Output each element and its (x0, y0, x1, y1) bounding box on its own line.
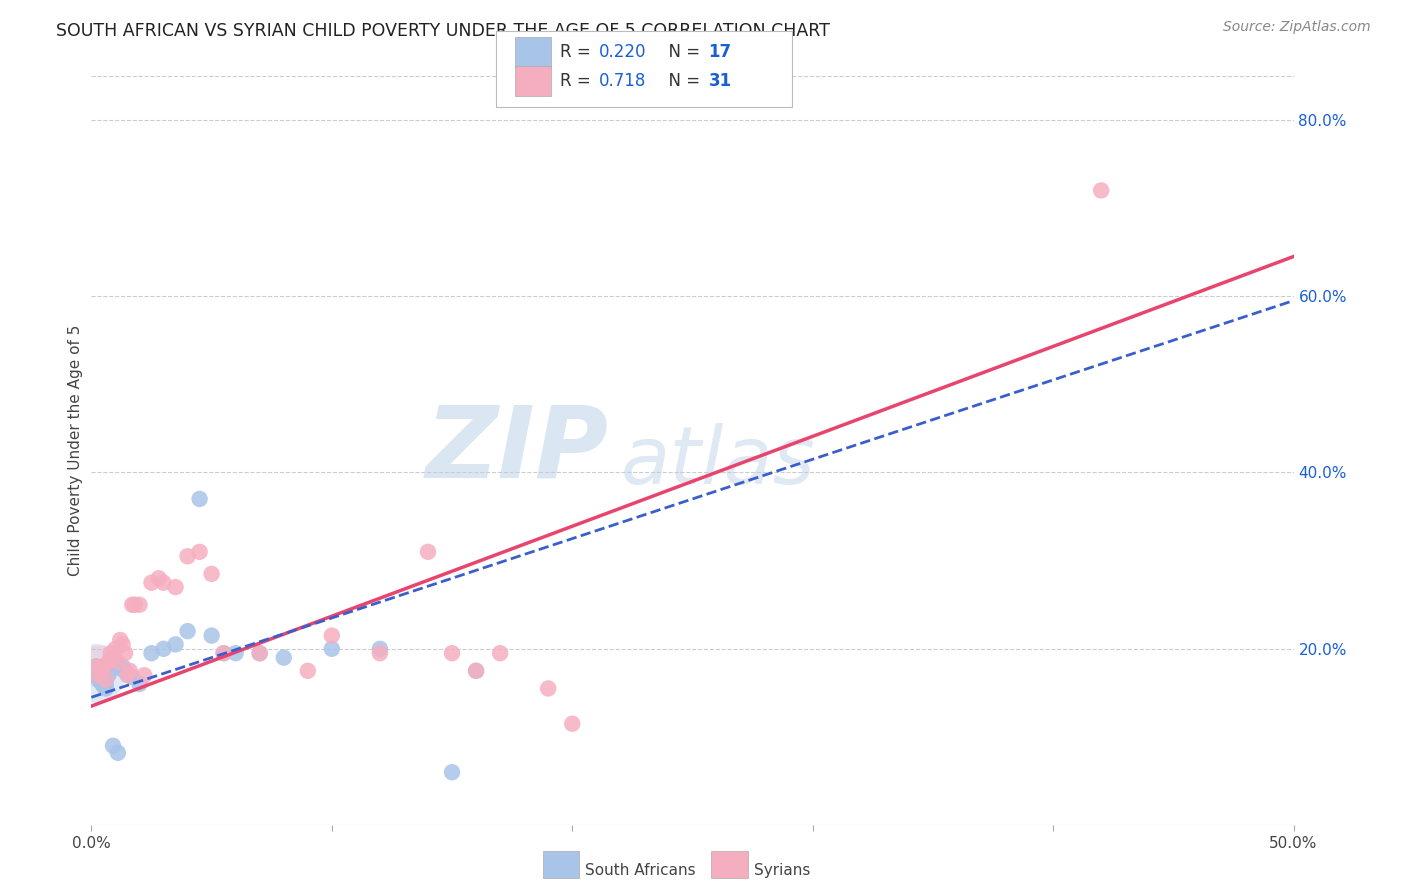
Point (111, 659, 134, 673)
Text: 17: 17 (709, 43, 731, 61)
Point (141, 575, 163, 590)
Point (100, 646, 122, 660)
Point (368, 641, 391, 656)
Point (83, 664, 105, 678)
Point (124, 598, 146, 612)
Text: 0.718: 0.718 (599, 72, 647, 90)
Point (152, 641, 174, 656)
Point (141, 646, 163, 660)
Text: R =: R = (560, 72, 596, 90)
Point (100, 655, 122, 669)
Point (321, 629, 343, 643)
Point (1090, 183, 1112, 197)
Point (440, 646, 463, 660)
Point (90, 664, 112, 678)
Point (110, 632, 132, 647)
Point (152, 575, 174, 590)
Point (176, 549, 198, 564)
Point (114, 646, 136, 660)
Point (84, 659, 107, 673)
Y-axis label: Child Poverty Under the Age of 5: Child Poverty Under the Age of 5 (67, 325, 83, 576)
Point (101, 650, 124, 665)
Text: SOUTH AFRICAN VS SYRIAN CHILD POVERTY UNDER THE AGE OF 5 CORRELATION CHART: SOUTH AFRICAN VS SYRIAN CHILD POVERTY UN… (56, 22, 830, 40)
Point (114, 664, 136, 678)
Point (93, 679, 115, 693)
Point (94, 673, 117, 687)
Point (110, 661, 132, 675)
Point (104, 655, 127, 669)
Point (225, 646, 247, 660)
Point (107, 655, 129, 669)
Point (97, 668, 120, 682)
Point (273, 650, 295, 665)
Point (128, 677, 150, 691)
Text: ZIP: ZIP (425, 402, 609, 499)
Point (117, 668, 139, 682)
Point (90, 670, 112, 684)
Point (87, 666, 110, 681)
Point (104, 641, 127, 656)
Point (176, 624, 198, 639)
Point (201, 566, 224, 581)
Point (84, 659, 107, 673)
Text: N =: N = (658, 72, 706, 90)
Point (107, 746, 129, 760)
Point (97, 655, 120, 669)
Point (148, 571, 170, 585)
Text: 31: 31 (709, 72, 731, 90)
Text: Syrians: Syrians (754, 863, 810, 878)
Point (489, 646, 512, 660)
Point (93, 661, 115, 675)
Point (440, 765, 463, 780)
Point (561, 716, 583, 731)
Point (201, 629, 224, 643)
Point (212, 646, 235, 660)
Point (93, 659, 115, 673)
Point (188, 545, 211, 559)
Point (321, 641, 343, 656)
Text: Source: ZipAtlas.com: Source: ZipAtlas.com (1223, 20, 1371, 34)
Point (90, 675, 112, 690)
Point (121, 670, 143, 684)
Text: South Africans: South Africans (585, 863, 696, 878)
Text: R =: R = (560, 43, 596, 61)
Point (84, 666, 107, 681)
Point (101, 739, 124, 753)
Point (128, 598, 150, 612)
Point (134, 668, 156, 682)
Point (249, 646, 271, 660)
Point (188, 491, 211, 506)
Text: atlas: atlas (620, 423, 815, 500)
Point (84, 668, 107, 682)
Point (165, 637, 187, 651)
Point (118, 664, 141, 678)
Point (87, 668, 110, 682)
Point (121, 598, 143, 612)
Point (249, 646, 271, 660)
Point (94, 681, 117, 696)
Point (165, 580, 187, 594)
Text: 0.220: 0.220 (599, 43, 647, 61)
Point (111, 637, 134, 651)
Text: N =: N = (658, 43, 706, 61)
Point (465, 664, 488, 678)
Point (212, 646, 235, 660)
Point (416, 545, 439, 559)
Point (465, 664, 488, 678)
Point (537, 681, 560, 696)
Point (297, 664, 319, 678)
Point (368, 646, 391, 660)
Point (117, 666, 139, 681)
Point (94, 677, 117, 691)
Point (87, 673, 110, 687)
Point (87, 659, 110, 673)
